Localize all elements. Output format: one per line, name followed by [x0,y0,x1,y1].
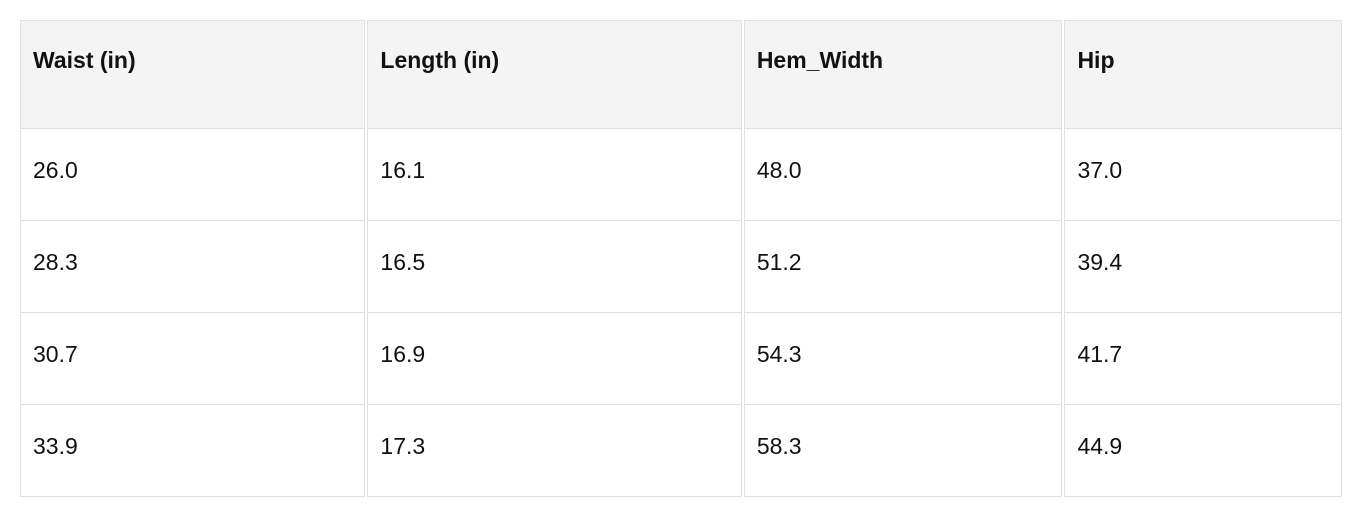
cell-hip: 44.9 [1064,405,1342,497]
cell-hem-width: 48.0 [743,129,1063,221]
cell-waist: 33.9 [20,405,366,497]
cell-hip: 39.4 [1064,221,1342,313]
table-row: 28.3 16.5 51.2 39.4 [20,221,1342,313]
cell-waist: 28.3 [20,221,366,313]
header-hip: Hip [1064,20,1342,129]
header-waist: Waist (in) [20,20,366,129]
cell-hip: 37.0 [1064,129,1342,221]
measurements-table: Waist (in) Length (in) Hem_Width Hip 26.… [18,20,1344,497]
cell-hem-width: 54.3 [743,313,1063,405]
cell-length: 16.1 [367,129,742,221]
cell-hem-width: 51.2 [743,221,1063,313]
cell-waist: 30.7 [20,313,366,405]
table-row: 30.7 16.9 54.3 41.7 [20,313,1342,405]
table-row: 33.9 17.3 58.3 44.9 [20,405,1342,497]
header-hem-width: Hem_Width [743,20,1063,129]
cell-length: 17.3 [367,405,742,497]
cell-hip: 41.7 [1064,313,1342,405]
header-row: Waist (in) Length (in) Hem_Width Hip [20,20,1342,129]
table-row: 26.0 16.1 48.0 37.0 [20,129,1342,221]
cell-length: 16.5 [367,221,742,313]
cell-hem-width: 58.3 [743,405,1063,497]
header-length: Length (in) [367,20,742,129]
cell-length: 16.9 [367,313,742,405]
cell-waist: 26.0 [20,129,366,221]
